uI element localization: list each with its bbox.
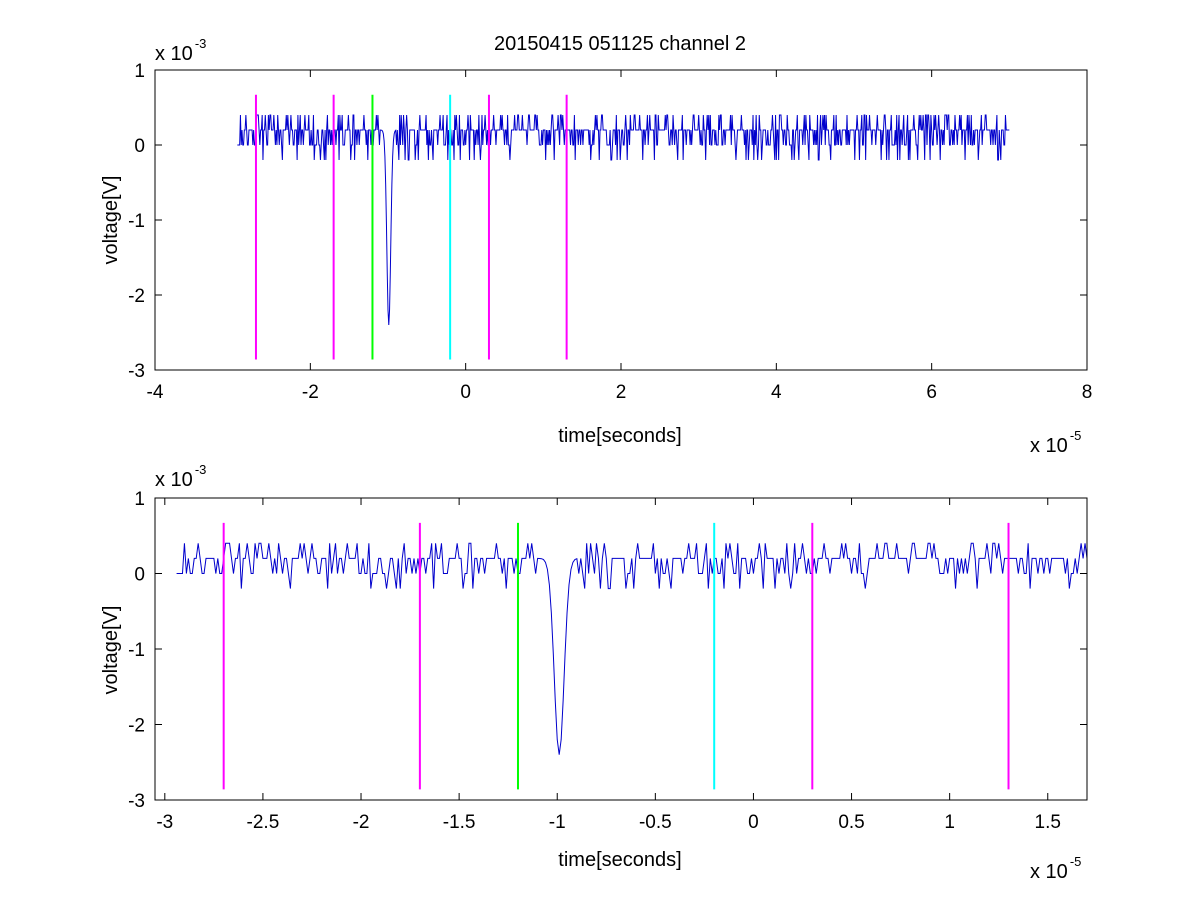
x-axis-label: time[seconds] (558, 425, 681, 447)
x-exponent: x 10 -5 (1030, 854, 1081, 883)
x-tick-label: -2 (302, 382, 319, 403)
x-axis-label: time[seconds] (558, 849, 681, 871)
marker-lines-group (222, 522, 1010, 790)
y-tick-label: 1 (134, 61, 145, 82)
y-tick-label: -3 (128, 361, 145, 382)
x-tick-label: 4 (771, 382, 782, 403)
y-exponent: x 10 -3 (155, 462, 206, 491)
y-tick-label: -2 (128, 716, 145, 737)
plot-top: 20150415 051125 channel 2 -4 -2 0 2 4 6 8 -3 -2… (100, 33, 1092, 457)
y-tick-label: 0 (134, 565, 145, 586)
x-ticks: -4 -2 0 2 4 6 8 (147, 70, 1093, 403)
y-ticks: -3 -2 -1 0 1 (128, 61, 1087, 382)
x-tick-label: -4 (147, 382, 164, 403)
y-tick-label: 0 (134, 136, 145, 157)
x-tick-label: 6 (926, 382, 937, 403)
x-tick-label: -0.5 (639, 812, 672, 833)
marker-lines-group (254, 94, 568, 360)
signal-trace-group (176, 542, 1088, 755)
x-tick-label: -1.5 (443, 812, 476, 833)
signal-trace (237, 114, 1010, 326)
y-exponent: x 10 -3 (155, 36, 206, 65)
x-tick-label: -1 (549, 812, 566, 833)
x-ticks: -3 -2.5 -2 -1.5 -1 -0.5 0 0.5 1 1.5 (156, 498, 1061, 833)
plot-frame (154, 69, 1088, 371)
x-tick-label: 1 (944, 812, 955, 833)
plot-frame (154, 497, 1088, 801)
y-tick-label: -2 (128, 286, 145, 307)
y-axis-label: voltage[V] (100, 606, 122, 695)
x-tick-label: 0 (460, 382, 471, 403)
x-tick-label: 1.5 (1035, 812, 1061, 833)
plot-bottom: -3 -2.5 -2 -1.5 -1 -0.5 0 0.5 1 1.5 -3 -2 -1 0 1 time… (100, 462, 1088, 883)
chart-title: 20150415 051125 channel 2 (494, 33, 746, 55)
signal-trace-group (237, 114, 1010, 326)
x-tick-label: -3 (156, 812, 173, 833)
signal-trace (176, 542, 1088, 755)
x-tick-label: 8 (1082, 382, 1093, 403)
y-tick-label: -3 (128, 791, 145, 812)
y-ticks: -3 -2 -1 0 1 (128, 489, 1087, 812)
x-tick-label: 0 (748, 812, 759, 833)
x-tick-label: 2 (616, 382, 627, 403)
y-tick-label: -1 (128, 211, 145, 232)
y-tick-label: 1 (134, 489, 145, 510)
x-tick-label: 0.5 (838, 812, 864, 833)
x-exponent: x 10 -5 (1030, 428, 1081, 457)
x-tick-label: -2 (353, 812, 370, 833)
y-tick-label: -1 (128, 640, 145, 661)
y-axis-label: voltage[V] (100, 176, 122, 265)
x-tick-label: -2.5 (247, 812, 280, 833)
